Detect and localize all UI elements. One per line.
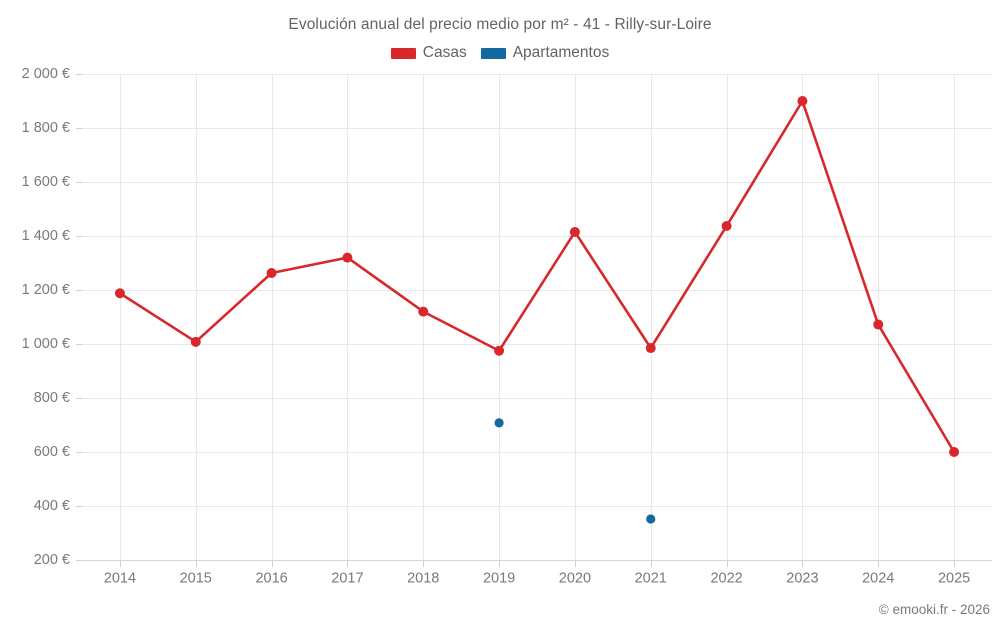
legend-item-casas[interactable]: Casas (390, 44, 467, 62)
data-point-marker[interactable] (569, 226, 580, 237)
data-point-marker[interactable] (494, 345, 505, 356)
x-axis-tick-label: 2020 (559, 571, 591, 587)
x-axis-tick-label: 2017 (331, 571, 363, 587)
y-axis-tick-label: 1 800 € (22, 120, 70, 136)
data-point-marker[interactable] (797, 96, 808, 106)
data-point-marker[interactable] (342, 252, 353, 263)
x-axis-tick-label: 2025 (938, 571, 970, 587)
x-axis-tick-label: 2014 (104, 571, 136, 587)
y-axis-tick-label: 400 € (34, 498, 70, 514)
footer-credit: © emooki.fr - 2026 (878, 602, 990, 617)
legend-swatch-icon (480, 47, 506, 59)
data-point-marker[interactable] (646, 514, 656, 524)
x-axis-tick-label: 2021 (635, 571, 667, 587)
chart-title: Evolución anual del precio medio por m² … (288, 16, 712, 33)
series-casas (114, 96, 960, 457)
x-axis-tick-label: 2023 (786, 571, 818, 587)
y-axis-tick-label: 1 600 € (22, 174, 70, 190)
y-axis-tick-label: 800 € (34, 390, 70, 406)
y-axis-tick-label: 1 400 € (22, 228, 70, 244)
data-point-marker[interactable] (114, 288, 125, 299)
x-axis-tick-label: 2019 (483, 571, 515, 587)
y-axis-tick-label: 2 000 € (22, 66, 70, 82)
legend-item-apartamentos[interactable]: Apartamentos (480, 44, 610, 62)
legend-label: Apartamentos (512, 44, 610, 61)
y-axis-tick-label: 200 € (34, 552, 70, 568)
series-apartamentos (494, 418, 656, 524)
y-axis-tick-label: 600 € (34, 444, 70, 460)
chart-legend: Casas Apartamentos (0, 44, 1000, 62)
data-point-marker[interactable] (494, 418, 504, 428)
legend-label: Casas (422, 44, 467, 61)
y-axis-tick-label: 1 200 € (22, 282, 70, 298)
x-axis-tick-label: 2016 (255, 571, 287, 587)
x-axis-tick-label: 2024 (862, 571, 894, 587)
data-point-marker[interactable] (873, 319, 884, 330)
data-point-marker[interactable] (266, 267, 277, 278)
x-axis-tick-label: 2022 (710, 571, 742, 587)
series-line (118, 99, 956, 454)
data-point-marker[interactable] (418, 306, 429, 317)
x-axis-tick-label: 2015 (180, 571, 212, 587)
x-axis-tick-label: 2018 (407, 571, 439, 587)
data-point-marker[interactable] (645, 343, 656, 354)
data-point-marker[interactable] (949, 447, 960, 457)
data-point-marker[interactable] (721, 221, 732, 232)
y-axis-tick-label: 1 000 € (22, 336, 70, 352)
legend-swatch-icon (390, 47, 416, 59)
data-point-marker[interactable] (190, 336, 201, 347)
